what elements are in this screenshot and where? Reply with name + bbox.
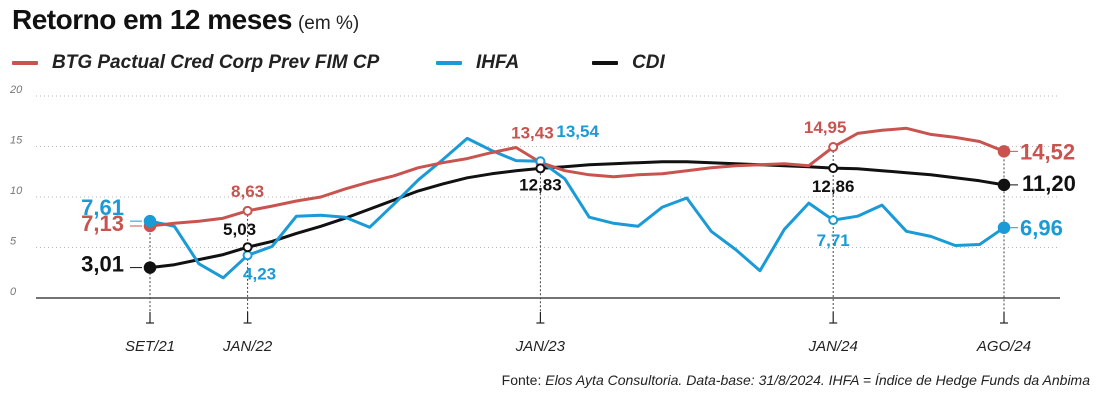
legend-swatch-btg <box>12 61 38 65</box>
y-tick-label: 15 <box>10 135 23 147</box>
x-tick-label: SET/21 <box>125 338 175 355</box>
legend-label-cdi: CDI <box>632 52 665 73</box>
legend-swatch-ihfa <box>436 61 462 65</box>
data-label-cdi: 5,03 <box>223 220 256 239</box>
legend-item-ihfa: IHFA <box>436 52 519 74</box>
data-point-btg <box>828 142 839 153</box>
data-point-cdi <box>535 163 546 174</box>
data-label-ihfa: 7,61 <box>81 195 124 220</box>
data-point-btg <box>242 205 253 216</box>
source-text: Elos Ayta Consultoria. Data-base: 31/8/2… <box>545 372 1090 388</box>
data-label-cdi: 11,20 <box>1022 171 1076 196</box>
data-point-btg <box>997 145 1011 158</box>
chart-legend: BTG Pactual Cred Corp Prev FIM CP IHFA C… <box>12 52 1092 80</box>
source-prefix: Fonte: <box>501 372 542 388</box>
x-tick-label: JAN/24 <box>808 338 858 355</box>
data-label-cdi: 3,01 <box>81 252 124 277</box>
data-point-ihfa <box>242 250 253 261</box>
data-label-cdi: 12,83 <box>519 175 562 194</box>
y-tick-label: 5 <box>10 236 17 248</box>
data-label-ihfa: 7,71 <box>817 231 850 250</box>
y-tick-label: 10 <box>10 185 23 197</box>
legend-label-btg: BTG Pactual Cred Corp Prev FIM CP <box>52 52 380 73</box>
data-point-cdi <box>997 178 1011 192</box>
chart-title: Retorno em 12 meses <box>12 4 292 35</box>
data-label-btg: 14,95 <box>804 118 847 137</box>
legend-item-btg: BTG Pactual Cred Corp Prev FIM CP <box>12 52 379 74</box>
y-tick-label: 0 <box>10 286 17 298</box>
data-label-btg: 7,13 <box>81 211 124 236</box>
chart-title-row: Retorno em 12 meses (em %) <box>12 4 359 36</box>
series-line-btg <box>148 126 1006 228</box>
y-tick-label: 20 <box>9 84 23 96</box>
source-note: Fonte: Elos Ayta Consultoria. Data-base:… <box>502 372 1090 388</box>
data-point-cdi <box>828 163 839 174</box>
data-point-ihfa <box>143 214 157 228</box>
x-tick-label: AGO/24 <box>976 338 1031 355</box>
legend-label-ihfa: IHFA <box>476 52 520 73</box>
data-label-ihfa: 6,96 <box>1020 216 1063 241</box>
data-label-cdi: 12,86 <box>812 177 855 196</box>
series-line-cdi <box>148 160 1006 270</box>
data-label-ihfa: 4,23 <box>243 264 276 283</box>
data-label-btg: 8,63 <box>231 182 264 201</box>
legend-swatch-cdi <box>592 61 618 65</box>
data-point-cdi <box>242 242 253 253</box>
data-point-ihfa <box>997 221 1011 234</box>
x-tick-label: JAN/22 <box>222 338 273 355</box>
legend-item-cdi: CDI <box>592 52 665 74</box>
x-tick-label: JAN/23 <box>515 338 566 355</box>
chart-unit: (em %) <box>297 13 360 34</box>
data-label-btg: 13,43 <box>511 123 554 142</box>
data-point-cdi <box>143 261 157 274</box>
data-label-btg: 14,52 <box>1020 139 1075 164</box>
data-label-ihfa: 13,54 <box>556 122 599 141</box>
data-point-ihfa <box>828 215 839 226</box>
series-line-ihfa <box>148 136 1006 280</box>
